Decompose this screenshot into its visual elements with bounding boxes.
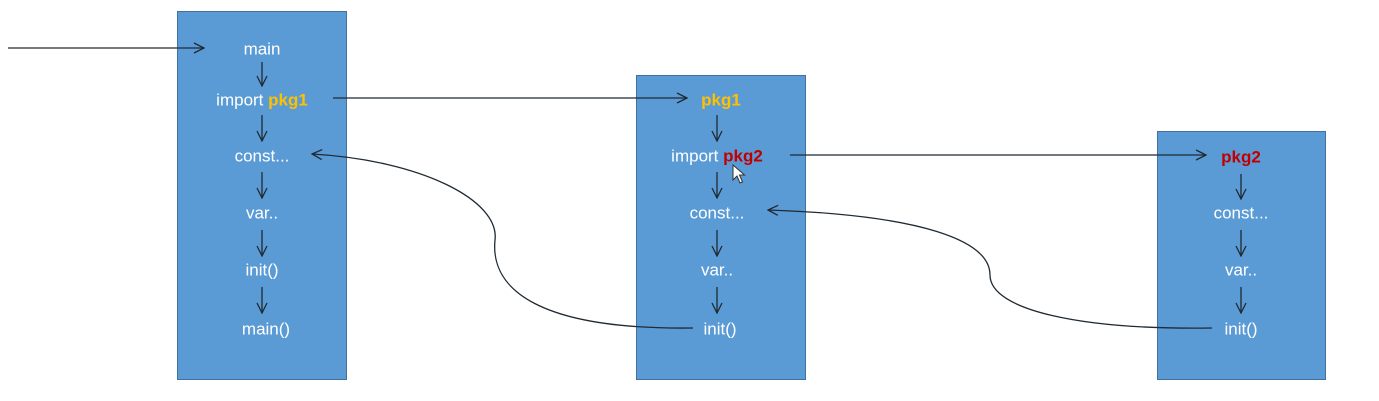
main-label: main [243, 39, 281, 59]
main-call-label: main() [241, 319, 291, 339]
pkg2-var-label: var.. [1224, 260, 1258, 280]
mouse-cursor-icon [732, 163, 746, 184]
pkg1-init-label: init() [703, 319, 737, 339]
import-pkg1-name: pkg1 [268, 90, 308, 110]
pkg2-const-label: const... [1213, 203, 1269, 223]
import-pkg2-name: pkg2 [723, 146, 763, 166]
pkg2-init-label: init() [1224, 319, 1258, 339]
pkg1-const-label: const... [689, 203, 745, 223]
pkg2-title: pkg2 [1221, 147, 1261, 167]
pkg2-return-curve [768, 210, 1213, 329]
pkg1-return-curve [312, 154, 694, 329]
pkg1-title: pkg1 [701, 90, 741, 110]
pkg1-box [636, 75, 806, 380]
main-var-label: var.. [245, 203, 279, 223]
pkg1-var-label: var.. [700, 260, 734, 280]
main-init-label: init() [245, 260, 279, 280]
import-keyword: import [671, 146, 719, 166]
main-import-line: import pkg1 [216, 92, 308, 109]
import-keyword: import [216, 90, 264, 110]
main-const-label: const... [234, 146, 290, 166]
pkg1-import-line: import pkg2 [671, 148, 763, 165]
